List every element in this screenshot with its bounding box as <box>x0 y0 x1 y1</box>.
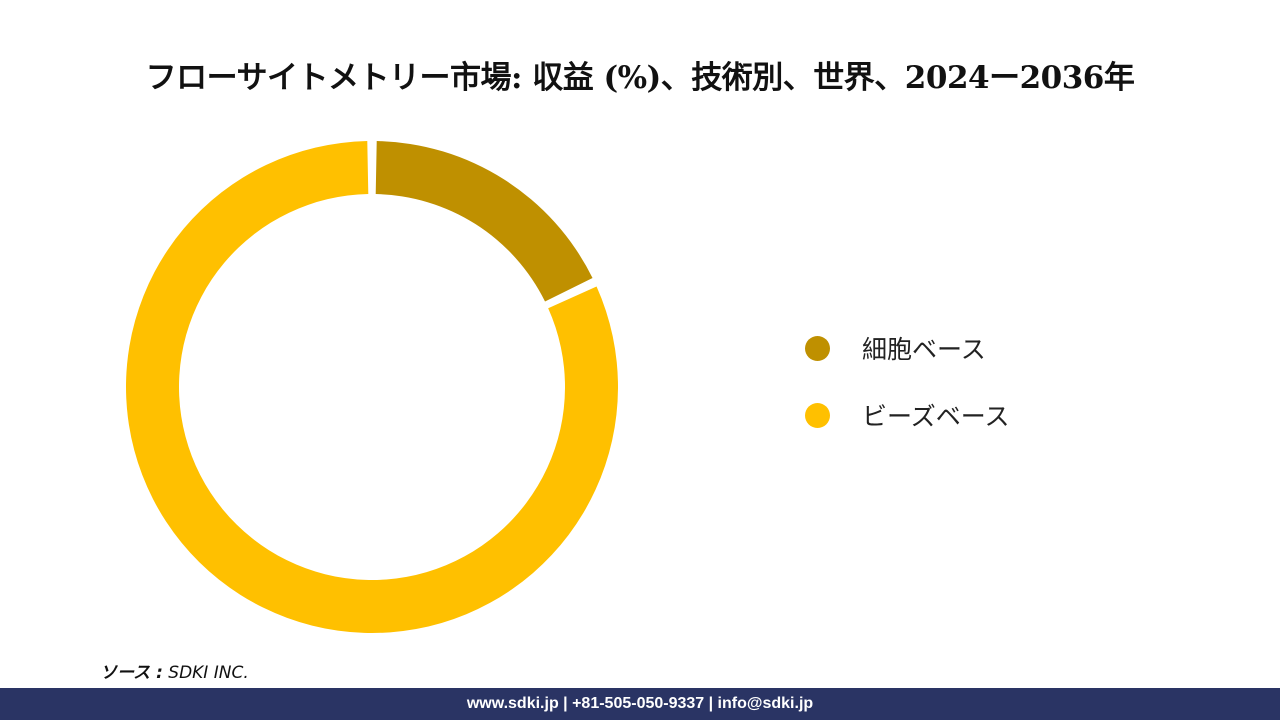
chart-legend: 細胞ベース ビーズベース <box>805 330 1010 464</box>
source-note: ソース : SDKI INC. <box>100 658 249 683</box>
legend-item-bead-based: ビーズベース <box>805 397 1010 433</box>
legend-item-cell-based: 細胞ベース <box>805 330 1010 366</box>
source-value: SDKI INC. <box>168 663 249 683</box>
source-label: ソース : <box>100 663 163 683</box>
chart-title: フローサイトメトリー市場: 収益 (%)、技術別、世界、2024ー2036年 <box>145 60 1135 96</box>
legend-label-bead-based: ビーズベース <box>862 402 1010 431</box>
legend-swatch-bead-based <box>805 402 830 428</box>
donut-chart <box>125 141 618 633</box>
legend-label-cell-based: 細胞ベース <box>862 335 986 364</box>
footer-contact-bar: www.sdki.jp | +81-505-050-9337 | info@sd… <box>0 688 1280 720</box>
legend-swatch-cell-based <box>805 335 830 361</box>
donut-slice-cell-based <box>375 141 593 302</box>
